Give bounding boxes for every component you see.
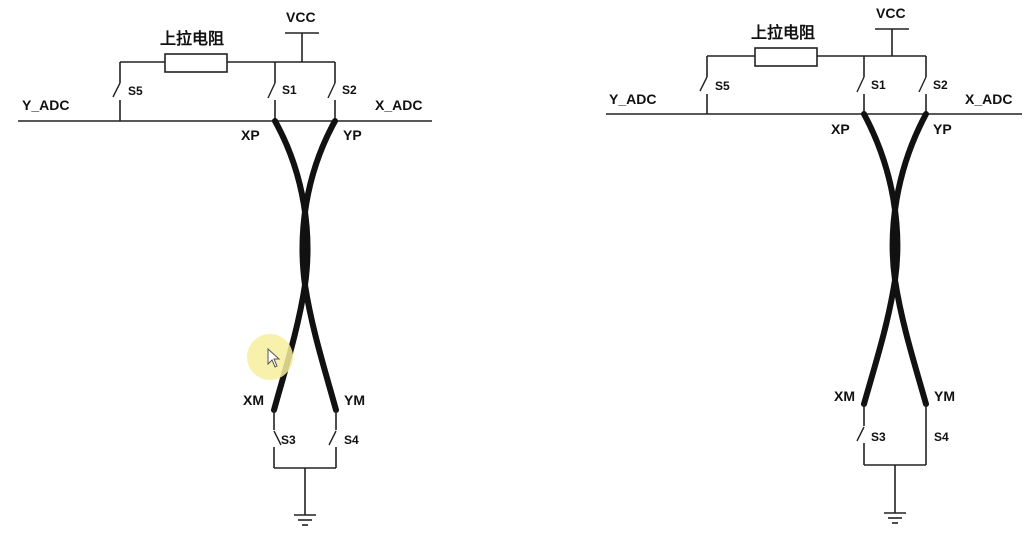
ground-icon xyxy=(294,514,316,526)
pullup-resistor-label: 上拉电阻 xyxy=(160,29,224,48)
s4-label: S4 xyxy=(934,430,949,444)
xp-label: XP xyxy=(241,127,260,143)
s3-label: S3 xyxy=(871,430,886,444)
vcc-label: VCC xyxy=(876,5,906,21)
pullup-resistor xyxy=(754,47,818,67)
switch-s2 xyxy=(327,82,336,99)
yp-label: YP xyxy=(343,127,362,143)
s2-label: S2 xyxy=(342,83,357,97)
x-adc-label: X_ADC xyxy=(965,91,1012,107)
switch-s2 xyxy=(918,76,927,93)
s1-label: S1 xyxy=(282,83,297,97)
ground-icon xyxy=(884,512,906,524)
y-resistive-film xyxy=(889,111,929,407)
switch-s4 xyxy=(328,430,337,446)
switch-s3 xyxy=(856,426,865,442)
y-adc-label: Y_ADC xyxy=(22,97,69,113)
xp-label: XP xyxy=(831,121,850,137)
schematic-left: VCC 上拉电阻 S5 Y_ADC X_ADC S1 S2 XP YP XM xyxy=(18,9,432,526)
pullup-resistor-label: 上拉电阻 xyxy=(751,23,815,42)
ym-label: YM xyxy=(934,388,955,404)
xm-label: XM xyxy=(243,392,264,408)
pullup-resistor xyxy=(164,53,228,73)
yp-label: YP xyxy=(933,121,952,137)
mouse-pointer-icon xyxy=(267,347,281,368)
s3-label: S3 xyxy=(281,433,296,447)
schematic-right: VCC 上拉电阻 S5 Y_ADC X_ADC S1 S2 XP YP XM Y… xyxy=(606,5,1022,524)
switch-s5 xyxy=(699,76,708,92)
s4-label: S4 xyxy=(344,433,359,447)
s5-label: S5 xyxy=(715,79,730,93)
switch-s5 xyxy=(112,82,121,98)
y-adc-label: Y_ADC xyxy=(609,91,656,107)
s1-label: S1 xyxy=(871,78,886,92)
s5-label: S5 xyxy=(128,84,143,98)
s2-label: S2 xyxy=(933,78,948,92)
y-resistive-film xyxy=(299,118,339,413)
switch-s3 xyxy=(273,430,282,446)
switch-s1 xyxy=(267,82,276,99)
vcc-label: VCC xyxy=(286,9,316,25)
xm-label: XM xyxy=(834,388,855,404)
ym-label: YM xyxy=(344,392,365,408)
switch-s1 xyxy=(856,76,865,93)
x-adc-label: X_ADC xyxy=(375,97,422,113)
